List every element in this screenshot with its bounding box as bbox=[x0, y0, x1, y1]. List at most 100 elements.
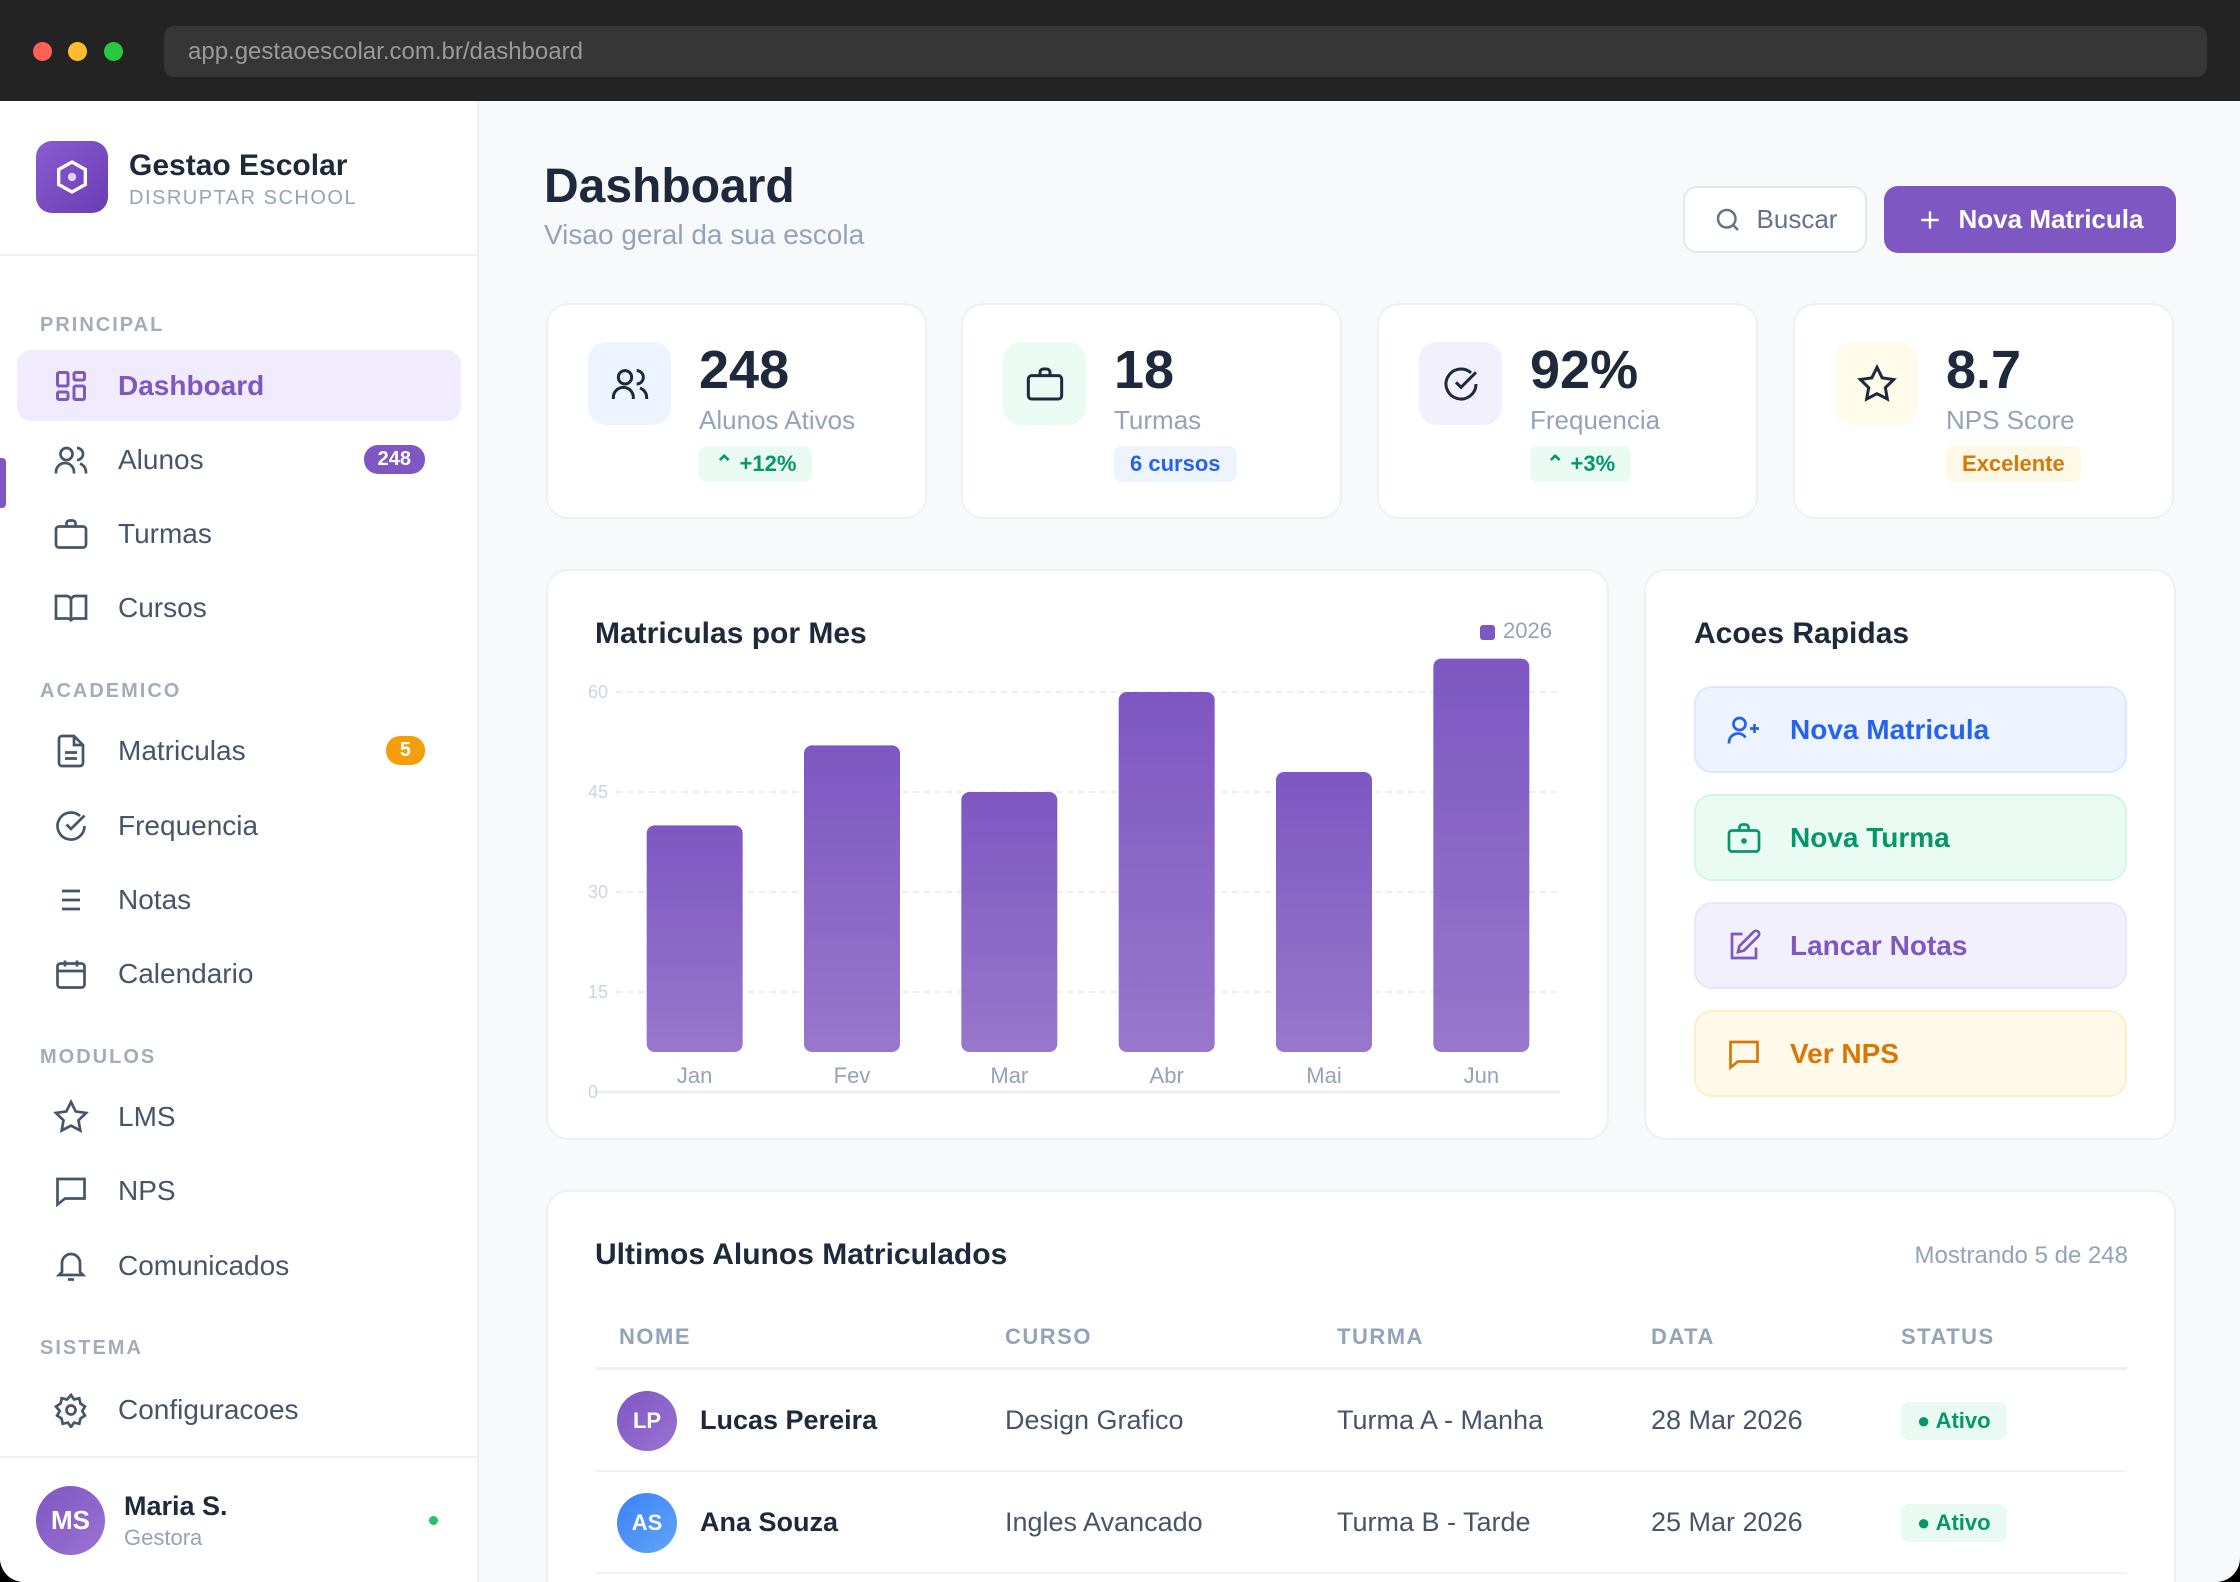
table-row[interactable]: LP Lucas Pereira Design Grafico Turma A … bbox=[595, 1370, 2127, 1472]
star-icon bbox=[53, 1098, 89, 1133]
x-tick-label: Mar bbox=[990, 1063, 1028, 1088]
trend-value: +3% bbox=[1570, 451, 1616, 476]
file-icon bbox=[57, 734, 85, 767]
chart-card: Matriculas por Mes 2026 0 15 30 45 60 Jan Fev M… bbox=[546, 569, 1609, 1140]
sidebar-item-matriculas[interactable]: Matriculas 5 bbox=[17, 715, 461, 786]
enrollment-date: 25 Mar 2026 bbox=[1651, 1507, 1803, 1537]
student-class: Turma A - Manha bbox=[1337, 1405, 1544, 1435]
sidebar-item-label: Calendario bbox=[118, 957, 254, 989]
user-plus-icon bbox=[1727, 716, 1759, 743]
sidebar-item-calendario[interactable]: Calendario bbox=[17, 938, 461, 1009]
count-badge: 5 bbox=[385, 736, 425, 765]
student-class: Turma B - Tarde bbox=[1337, 1507, 1531, 1537]
column-header-data[interactable]: DATA bbox=[1651, 1324, 1715, 1349]
logo bbox=[36, 141, 108, 213]
column-header-nome[interactable]: NOME bbox=[619, 1324, 691, 1349]
sidebar-item-frequencia[interactable]: Frequencia bbox=[17, 790, 461, 861]
hexagon-logo-icon bbox=[57, 160, 87, 194]
stat-value: 92% bbox=[1530, 340, 1639, 400]
column-header-curso[interactable]: CURSO bbox=[1005, 1324, 1092, 1349]
search-button[interactable]: Buscar bbox=[1683, 186, 1867, 253]
bar-jun[interactable] bbox=[1433, 658, 1530, 1052]
quick-actions-title: Acoes Rapidas bbox=[1694, 617, 1910, 650]
stat-label: Frequencia bbox=[1530, 405, 1661, 435]
bar-mai[interactable] bbox=[1276, 772, 1372, 1052]
sidebar-item-label: Alunos bbox=[118, 443, 204, 475]
user-avatar[interactable]: MS bbox=[36, 1486, 105, 1555]
minimize-window-button[interactable] bbox=[68, 42, 87, 61]
sidebar-item-comunicados[interactable]: Comunicados bbox=[17, 1230, 461, 1301]
stat-card-alunos: 248 Alunos Ativos ⌃ +12% bbox=[546, 303, 927, 519]
search-label: Buscar bbox=[1756, 204, 1838, 234]
section-sistema: SISTEMA bbox=[40, 1337, 143, 1359]
header-divider bbox=[595, 1367, 2127, 1370]
gear-icon bbox=[54, 1392, 87, 1428]
student-course: Design Grafico bbox=[1005, 1405, 1184, 1435]
bar-fev[interactable] bbox=[804, 745, 900, 1052]
x-tick-label: Jan bbox=[677, 1063, 712, 1088]
sidebar-item-label: Dashboard bbox=[118, 369, 265, 401]
sidebar-item-nps[interactable]: NPS bbox=[17, 1155, 461, 1226]
book-icon bbox=[54, 594, 88, 622]
student-course: Ingles Avancado bbox=[1005, 1507, 1203, 1537]
address-bar[interactable]: app.gestaoescolar.com.br/dashboard bbox=[164, 26, 2207, 77]
y-tick-label: 15 bbox=[588, 982, 608, 1002]
y-tick-label: 0 bbox=[588, 1082, 598, 1102]
sidebar-item-label: Frequencia bbox=[118, 809, 259, 841]
brand-name: Gestao Escolar bbox=[129, 149, 348, 182]
sidebar-item-lms[interactable]: LMS bbox=[17, 1081, 461, 1152]
sidebar-item-cursos[interactable]: Cursos bbox=[17, 572, 461, 643]
quick-actions-card: Acoes Rapidas Nova Matricula Nova Turma … bbox=[1644, 569, 2176, 1140]
enrollment-date: 28 Mar 2026 bbox=[1651, 1405, 1803, 1435]
briefcase-icon bbox=[54, 518, 88, 549]
section-academico: ACADEMICO bbox=[40, 680, 182, 702]
stat-value: 18 bbox=[1114, 340, 1175, 400]
student-avatar: LP bbox=[617, 1391, 677, 1451]
sidebar-item-label: LMS bbox=[118, 1100, 176, 1132]
stat-card-turmas: 18 Turmas 6 cursos bbox=[961, 303, 1342, 519]
bar-jan[interactable] bbox=[646, 825, 743, 1052]
sidebar-item-turmas[interactable]: Turmas bbox=[17, 498, 461, 569]
y-tick-label: 30 bbox=[588, 882, 608, 902]
quick-action-lancar-notas[interactable]: Lancar Notas bbox=[1694, 902, 2127, 989]
edit-icon bbox=[1730, 928, 1761, 959]
student-name: Lucas Pereira bbox=[700, 1405, 878, 1435]
new-enrollment-button[interactable]: Nova Matricula bbox=[1884, 186, 2176, 253]
sidebar-item-notas[interactable]: Notas bbox=[17, 864, 461, 935]
bar-abr[interactable] bbox=[1118, 692, 1215, 1052]
sidebar-item-dashboard[interactable]: Dashboard bbox=[17, 350, 461, 421]
main-content: Dashboard Visao geral da sua escola Busc… bbox=[479, 101, 2240, 1582]
section-modulos: MODULOS bbox=[40, 1046, 157, 1068]
legend-label: 2026 bbox=[1503, 618, 1552, 643]
bar-mar[interactable] bbox=[961, 792, 1058, 1052]
search-icon bbox=[1716, 208, 1739, 231]
sidebar-item-label: NPS bbox=[118, 1174, 176, 1206]
user-name: Maria S. bbox=[124, 1491, 228, 1521]
check-circle-icon bbox=[56, 810, 86, 841]
quick-action-nova-turma[interactable]: Nova Turma bbox=[1694, 794, 2127, 881]
sidebar-item-configuracoes[interactable]: Configuracoes bbox=[17, 1374, 461, 1445]
star-icon bbox=[1856, 363, 1897, 402]
student-name: Ana Souza bbox=[700, 1507, 839, 1537]
sidebar-item-label: Cursos bbox=[118, 591, 207, 623]
close-window-button[interactable] bbox=[33, 42, 52, 61]
sidebar: Gestao Escolar DISRUPTAR SCHOOL PRINCIPA… bbox=[0, 101, 479, 1582]
table-row[interactable]: AS Ana Souza Ingles Avancado Turma B - T… bbox=[595, 1472, 2127, 1574]
browser-chrome: app.gestaoescolar.com.br/dashboard bbox=[0, 0, 2240, 101]
rating-badge: Excelente bbox=[1946, 446, 2081, 482]
legend-swatch bbox=[1480, 625, 1495, 640]
info-badge: 6 cursos bbox=[1114, 446, 1237, 482]
maximize-window-button[interactable] bbox=[104, 42, 123, 61]
quick-action-nova-matricula[interactable]: Nova Matricula bbox=[1694, 686, 2127, 773]
quick-action-label: Lancar Notas bbox=[1790, 929, 1968, 961]
stat-label: NPS Score bbox=[1946, 405, 2075, 435]
x-tick-label: Mai bbox=[1306, 1063, 1341, 1088]
sidebar-item-alunos[interactable]: Alunos 248 bbox=[17, 424, 461, 495]
message-icon bbox=[56, 1177, 86, 1207]
column-header-status[interactable]: STATUS bbox=[1901, 1324, 1995, 1349]
plus-icon bbox=[1920, 210, 1939, 229]
column-header-turma[interactable]: TURMA bbox=[1337, 1324, 1424, 1349]
status-label: Ativo bbox=[1935, 1408, 1991, 1433]
count-badge: 248 bbox=[363, 445, 425, 474]
quick-action-ver-nps[interactable]: Ver NPS bbox=[1694, 1010, 2127, 1097]
